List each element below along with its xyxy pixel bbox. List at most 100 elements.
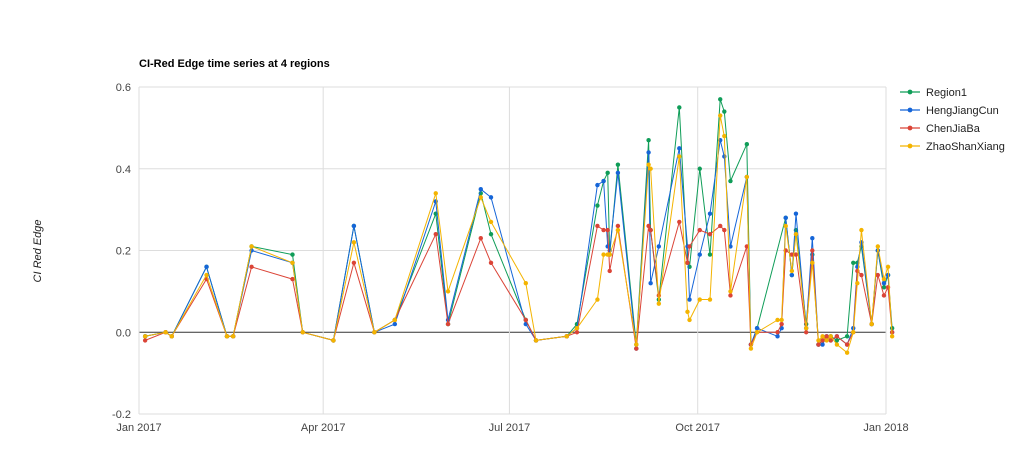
data-point (300, 330, 305, 335)
data-point (687, 244, 692, 249)
data-point (677, 219, 682, 225)
data-point (656, 244, 662, 249)
data-point (574, 325, 580, 331)
data-point (433, 191, 438, 196)
data-point (824, 338, 829, 343)
data-point (793, 231, 799, 237)
data-point (748, 346, 754, 351)
legend-label: Region1 (926, 87, 967, 99)
x-tick-label: Jan 2017 (116, 422, 161, 434)
data-point (392, 321, 398, 327)
gridlines (138, 86, 887, 415)
data-point (779, 317, 784, 323)
data-point (677, 154, 682, 159)
data-point (230, 334, 236, 339)
data-point (601, 227, 606, 233)
data-point (533, 338, 539, 343)
data-point (851, 330, 856, 335)
data-point (744, 142, 750, 147)
data-point (595, 297, 600, 302)
data-point (855, 268, 860, 274)
data-point (707, 252, 713, 257)
data-point (803, 330, 809, 335)
data-point (707, 231, 713, 237)
y-tick-label: 0.6 (116, 82, 131, 94)
data-point (646, 162, 651, 167)
legend: Region1 HengJiangCun ChenJiaBa ZhaoShanXian… (900, 87, 1005, 153)
data-point (810, 236, 815, 241)
data-point (810, 260, 815, 265)
data-point (875, 244, 881, 249)
data-point (685, 309, 690, 315)
chart-title: CI-Red Edge time series at 4 regions (139, 58, 330, 70)
data-point (718, 113, 723, 118)
data-point (169, 334, 174, 339)
data-point (687, 317, 692, 323)
data-point (564, 334, 569, 339)
data-point (615, 162, 621, 167)
data-point (728, 293, 733, 298)
data-point (634, 342, 639, 347)
data-point (722, 154, 727, 159)
data-point (783, 215, 788, 220)
data-point (707, 297, 713, 302)
data-point (855, 281, 860, 286)
series-layer (142, 97, 895, 355)
data-point (718, 223, 723, 229)
y-axis-label: CI Red Edge (32, 220, 44, 283)
data-point (224, 334, 230, 339)
x-tick-label: Jan 2018 (863, 422, 908, 434)
data-point (605, 244, 610, 249)
x-tick-label: Apr 2017 (301, 422, 346, 434)
data-point (722, 109, 727, 114)
data-point (351, 240, 357, 245)
data-point (697, 166, 702, 171)
data-point (523, 317, 529, 323)
data-point (803, 325, 809, 331)
data-point (881, 281, 887, 286)
data-point (249, 264, 254, 270)
data-point (523, 281, 529, 286)
data-point (249, 244, 254, 249)
data-point (574, 330, 580, 335)
data-point (728, 244, 733, 249)
y-tick-label: 0.4 (116, 164, 131, 176)
data-point (775, 334, 780, 339)
data-point (744, 244, 750, 249)
data-point (595, 203, 600, 208)
data-point (331, 338, 336, 343)
data-point (372, 330, 377, 335)
data-point (844, 350, 850, 355)
legend-marker (907, 89, 913, 95)
legend-label: ChenJiaBa (926, 123, 981, 135)
data-point (816, 338, 821, 343)
data-point (445, 321, 451, 327)
data-point (869, 321, 874, 327)
data-point (775, 330, 780, 335)
data-point (697, 297, 702, 302)
data-point (601, 252, 606, 257)
data-point (875, 272, 881, 278)
legend-marker (907, 125, 913, 131)
data-point (824, 334, 829, 339)
data-point (646, 223, 651, 229)
series-line (145, 139, 893, 350)
data-point (677, 105, 682, 110)
data-point (351, 223, 357, 229)
data-point (820, 338, 825, 343)
data-point (607, 268, 612, 274)
data-point (595, 182, 600, 188)
data-point (816, 342, 821, 347)
data-point (820, 342, 825, 347)
data-point (881, 276, 887, 282)
data-point (851, 260, 856, 265)
data-point (648, 166, 653, 171)
data-point (478, 236, 483, 241)
data-point (204, 272, 209, 278)
data-point (779, 321, 784, 327)
data-point (859, 227, 864, 233)
data-point (844, 342, 850, 347)
data-point (648, 281, 653, 286)
data-point (789, 268, 795, 274)
